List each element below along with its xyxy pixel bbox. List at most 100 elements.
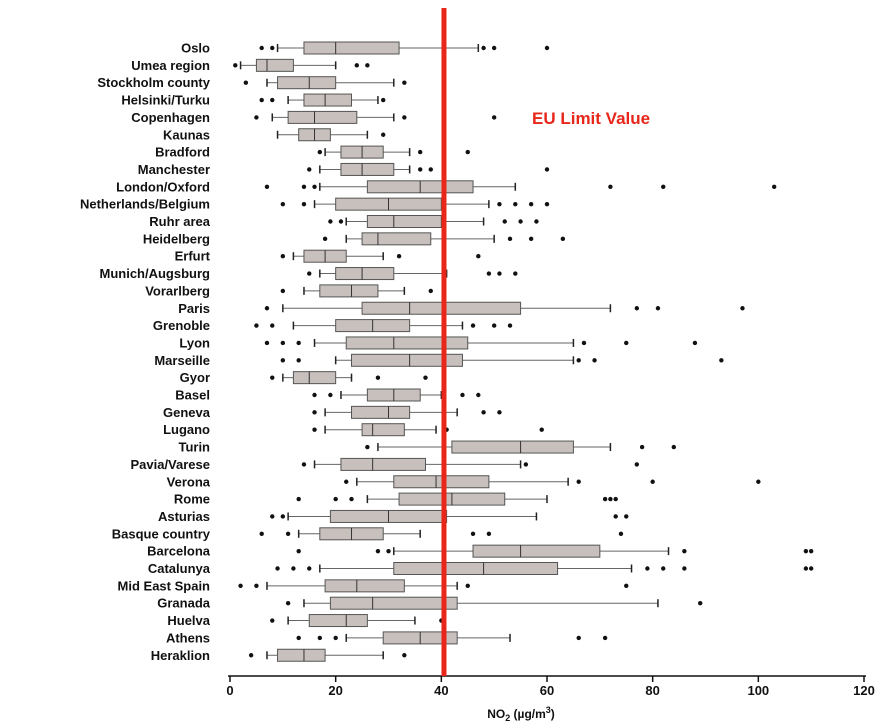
outlier-point bbox=[254, 583, 259, 589]
outlier-point bbox=[502, 219, 507, 224]
outlier-point bbox=[428, 167, 433, 172]
site-label-stockholm-county: Stockholm county bbox=[97, 75, 210, 90]
box-gyor bbox=[270, 371, 428, 385]
outlier-point bbox=[645, 566, 650, 571]
outlier-point bbox=[465, 583, 470, 589]
outlier-point bbox=[602, 635, 608, 641]
box-netherlands-belgium bbox=[280, 197, 550, 211]
site-label-basque-country: Basque country bbox=[112, 526, 211, 541]
outlier-point bbox=[655, 306, 661, 311]
outlier-point bbox=[528, 236, 534, 242]
outlier-point bbox=[544, 201, 550, 207]
outlier-point bbox=[592, 358, 597, 363]
outlier-point bbox=[296, 358, 301, 363]
box-pavia-varese bbox=[301, 457, 640, 471]
x-tick-label: 20 bbox=[328, 683, 342, 698]
outlier-point bbox=[248, 653, 254, 658]
iqr-box bbox=[303, 41, 400, 55]
outlier-point bbox=[661, 566, 666, 571]
box-vorarlberg bbox=[280, 284, 433, 298]
site-label-lyon: Lyon bbox=[179, 335, 210, 350]
iqr-box bbox=[361, 232, 432, 246]
outlier-point bbox=[285, 531, 291, 536]
outlier-point bbox=[285, 601, 291, 606]
outlier-point bbox=[608, 496, 613, 502]
outlier-point bbox=[402, 653, 407, 658]
outlier-point bbox=[465, 149, 470, 155]
outlier-point bbox=[264, 184, 270, 189]
outlier-point bbox=[365, 63, 370, 68]
outlier-point bbox=[296, 635, 301, 641]
iqr-box bbox=[255, 58, 294, 72]
iqr-box bbox=[361, 301, 522, 315]
site-label-basel: Basel bbox=[175, 388, 210, 403]
box-manchester bbox=[307, 162, 550, 176]
outlier-point bbox=[460, 392, 465, 398]
site-label-barcelona: Barcelona bbox=[147, 544, 211, 559]
outlier-point bbox=[307, 566, 312, 571]
x-tick-label: 40 bbox=[434, 683, 448, 698]
box-barcelona bbox=[296, 544, 814, 558]
outlier-point bbox=[296, 496, 301, 502]
outlier-point bbox=[264, 340, 270, 346]
box-london-oxford bbox=[264, 180, 777, 194]
outlier-point bbox=[270, 514, 275, 519]
outlier-point bbox=[497, 201, 502, 207]
iqr-box bbox=[351, 405, 411, 419]
site-label-heraklion: Heraklion bbox=[151, 648, 210, 663]
site-label-marseille: Marseille bbox=[154, 353, 210, 368]
outlier-point bbox=[333, 496, 338, 502]
box-asturias bbox=[270, 509, 629, 523]
outlier-point bbox=[402, 115, 407, 120]
x-axis-title-end: ) bbox=[551, 707, 555, 721]
outlier-point bbox=[486, 531, 492, 536]
outlier-point bbox=[296, 340, 301, 346]
site-label-erfurt: Erfurt bbox=[175, 249, 211, 264]
box-umea-region bbox=[233, 58, 370, 72]
site-label-mid-east-spain: Mid East Spain bbox=[118, 578, 211, 593]
box-mid-east-spain bbox=[238, 579, 629, 593]
outlier-point bbox=[470, 531, 476, 536]
outlier-point bbox=[634, 306, 640, 311]
site-label-heidelberg: Heidelberg bbox=[143, 231, 210, 246]
x-tick-label: 0 bbox=[226, 683, 233, 698]
box-huelva bbox=[270, 614, 444, 628]
outlier-point bbox=[338, 219, 344, 224]
site-label-helsinki-turku: Helsinki/Turku bbox=[121, 93, 210, 108]
outlier-point bbox=[365, 444, 370, 450]
outlier-point bbox=[491, 115, 497, 120]
site-label-verona: Verona bbox=[167, 474, 211, 489]
site-label-copenhagen: Copenhagen bbox=[131, 110, 210, 125]
iqr-box bbox=[345, 336, 469, 350]
iqr-box bbox=[329, 596, 458, 610]
box-basel bbox=[312, 388, 481, 402]
outlier-point bbox=[280, 288, 286, 294]
outlier-point bbox=[523, 462, 529, 467]
x-tick-label: 80 bbox=[645, 683, 659, 698]
outlier-point bbox=[328, 392, 333, 398]
site-label-ruhr-area: Ruhr area bbox=[149, 214, 210, 229]
iqr-box bbox=[340, 457, 426, 471]
box-turin bbox=[365, 440, 676, 454]
iqr-box bbox=[287, 110, 358, 124]
outlier-point bbox=[418, 167, 423, 172]
outlier-point bbox=[396, 254, 402, 259]
site-label-manchester: Manchester bbox=[138, 162, 210, 177]
outlier-point bbox=[280, 340, 286, 346]
outlier-point bbox=[671, 444, 676, 450]
box-lugano bbox=[312, 423, 544, 437]
outlier-point bbox=[639, 444, 645, 450]
outlier-point bbox=[576, 358, 581, 363]
outlier-point bbox=[354, 63, 359, 68]
outlier-point bbox=[544, 45, 550, 51]
outlier-point bbox=[507, 323, 513, 328]
outlier-point bbox=[301, 201, 307, 207]
outlier-point bbox=[233, 63, 238, 68]
site-label-athens: Athens bbox=[166, 630, 210, 645]
outlier-point bbox=[497, 410, 502, 415]
outlier-point bbox=[756, 479, 761, 484]
outlier-point bbox=[634, 462, 640, 467]
outlier-point bbox=[661, 184, 666, 189]
outlier-point bbox=[280, 254, 286, 259]
